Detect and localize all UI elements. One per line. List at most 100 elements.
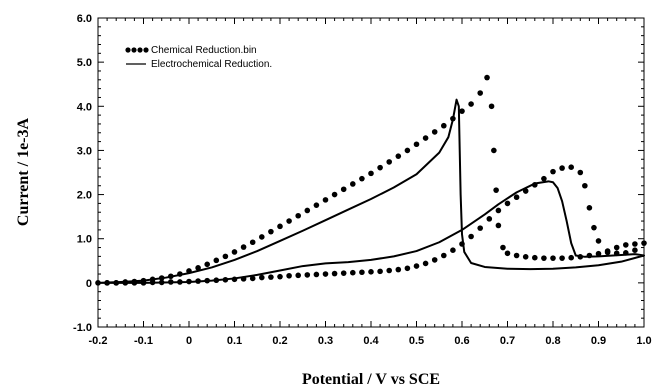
data-point-chemical [377,268,383,275]
data-point-chemical [623,242,629,248]
data-point-chemical [268,228,274,235]
data-point-chemical [395,266,402,273]
x-tick-label: 0.8 [545,335,560,347]
data-point-chemical [377,164,383,171]
data-point-chemical [404,147,411,154]
data-point-chemical [368,170,374,177]
data-point-chemical [350,269,356,276]
x-tick-label: -0.2 [89,335,108,347]
data-point-chemical [568,254,574,261]
data-point-chemical [504,250,511,257]
data-point-chemical [331,191,338,198]
data-point-chemical [249,239,256,246]
data-point-chemical [568,164,574,170]
data-point-chemical [441,252,447,259]
data-point-chemical [484,74,490,81]
x-tick-label: 1.0 [636,335,651,347]
x-tick-label: 0.5 [409,335,424,347]
data-point-chemical [277,273,283,280]
legend-dotted-swatch [125,47,149,53]
data-point-chemical [422,260,429,267]
x-tick-label: 0.1 [227,335,242,347]
data-point-chemical [386,267,393,274]
data-point-chemical [595,250,602,257]
y-tick-label: 2.0 [77,190,92,202]
data-point-chemical [286,272,292,279]
data-point-chemical [195,265,201,271]
legend-item-electrochemical: Electrochemical Reduction. [126,59,272,70]
data-point-chemical [604,249,611,256]
data-point-chemical [493,187,499,193]
x-tick-label: 0.3 [318,335,333,347]
y-tick-label: 0 [86,278,92,290]
data-point-chemical [450,247,456,253]
data-point-chemical [359,175,365,182]
data-point-chemical [386,159,393,165]
legend-dot [137,47,143,53]
data-point-chemical [491,147,497,154]
data-point-chemical [404,265,411,272]
data-point-chemical [577,169,584,176]
data-point-chemical [413,141,420,148]
data-point-chemical [413,263,420,269]
y-tick-label: 5.0 [77,57,92,69]
data-point-chemical [541,175,547,182]
y-tick-label: -1.0 [73,322,92,334]
x-tick-label: 0.7 [500,335,515,347]
data-point-chemical [488,103,495,110]
y-tick-label: 6.0 [77,13,92,25]
data-point-chemical [313,202,320,208]
x-tick-labels: -0.2 -0.1 0 0.1 0.2 0.3 0.4 0.5 0.6 0.7 0.8 0.9 1.0 [89,335,652,347]
data-point-chemical [477,225,484,231]
data-point-chemical [459,108,465,114]
x-tick-label: 0.2 [272,335,287,347]
legend-label-electrochemical: Electrochemical Reduction. [151,59,272,70]
data-point-chemical [240,244,247,250]
legend-label-chemical: Chemical Reduction.bin [151,45,257,56]
x-tick-label: 0 [186,335,192,347]
data-point-chemical [513,252,520,259]
data-point-chemical [204,261,210,268]
x-tick-label: 0.9 [591,335,606,347]
data-point-chemical [441,122,447,129]
data-point-chemical [431,129,438,135]
legend-dot [125,47,131,53]
legend-item-chemical: Chemical Reduction.bin [125,45,257,56]
x-tick-label: 0.4 [363,335,379,347]
data-point-chemical [513,194,520,201]
data-point-chemical [322,197,329,203]
data-point-chemical [340,186,347,193]
y-tick-label: 3.0 [77,145,92,157]
data-point-chemical [632,247,638,253]
data-point-chemical [468,101,474,107]
data-point-chemical [486,216,493,222]
data-point-chemical [613,244,620,251]
data-point-chemical [550,168,556,175]
data-point-chemical [295,272,302,279]
series-0 [95,74,647,286]
data-point-chemical [231,249,238,255]
data-point-chemical [304,272,311,278]
data-point-chemical [595,238,602,244]
data-point-chemical [259,274,265,281]
data-point-chemical [641,240,647,246]
data-point-chemical [340,270,347,276]
data-point-chemical [632,241,638,247]
data-point-chemical [368,269,374,275]
data-point-chemical [559,165,565,171]
y-tick-labels: -1.0 0 1.0 2.0 3.0 4.0 5.0 6.0 [73,13,92,334]
data-point-chemical [304,207,311,214]
data-point-chemical [591,224,597,231]
x-tick-label: -0.1 [134,335,153,347]
data-point-chemical [249,275,256,282]
data-point-chemical [422,135,429,141]
data-point-chemical [495,222,502,229]
data-point-chemical [268,274,274,280]
data-point-chemical [541,255,547,261]
series-1 [97,98,645,284]
tick-marks [97,17,645,328]
data-point-chemical [331,270,338,277]
data-point-chemical [586,205,593,211]
data-point-chemical [532,254,538,261]
